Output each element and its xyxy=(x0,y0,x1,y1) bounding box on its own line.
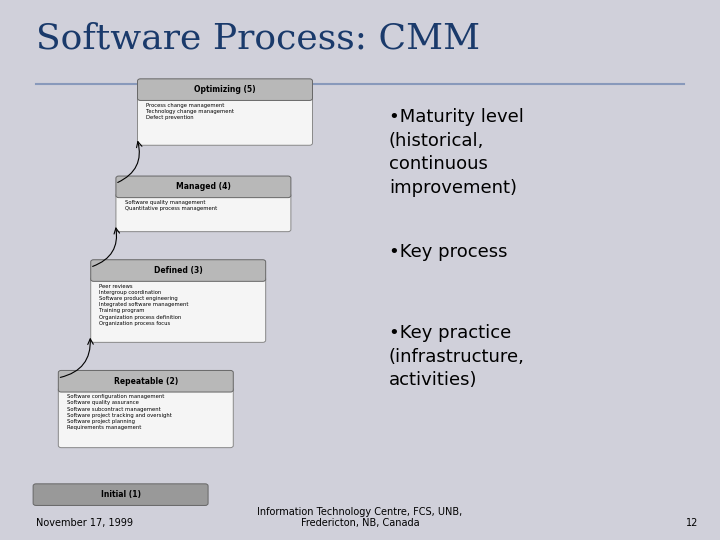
FancyBboxPatch shape xyxy=(91,277,266,342)
FancyBboxPatch shape xyxy=(116,193,291,232)
Text: Software Process: CMM: Software Process: CMM xyxy=(36,22,480,56)
Text: Information Technology Centre, FCS, UNB,
Fredericton, NB, Canada: Information Technology Centre, FCS, UNB,… xyxy=(257,507,463,528)
Text: •Key process: •Key process xyxy=(389,243,508,261)
FancyBboxPatch shape xyxy=(91,260,266,281)
Text: Process change management
Technology change management
Defect prevention: Process change management Technology cha… xyxy=(146,103,234,120)
Text: 12: 12 xyxy=(686,518,698,528)
Text: November 17, 1999: November 17, 1999 xyxy=(36,518,133,528)
FancyBboxPatch shape xyxy=(116,176,291,198)
Text: Repeatable (2): Repeatable (2) xyxy=(114,377,178,386)
Text: Managed (4): Managed (4) xyxy=(176,183,231,191)
FancyBboxPatch shape xyxy=(58,388,233,448)
Text: Initial (1): Initial (1) xyxy=(101,490,140,499)
Text: Defined (3): Defined (3) xyxy=(154,266,202,275)
Text: •Maturity level
(historical,
continuous
improvement): •Maturity level (historical, continuous … xyxy=(389,108,523,197)
Text: Software quality management
Quantitative process management: Software quality management Quantitative… xyxy=(125,200,217,211)
FancyBboxPatch shape xyxy=(58,370,233,392)
Text: Software configuration management
Software quality assurance
Software subcontrac: Software configuration management Softwa… xyxy=(67,394,172,430)
Text: Optimizing (5): Optimizing (5) xyxy=(194,85,256,94)
FancyBboxPatch shape xyxy=(33,484,208,505)
Text: •Key practice
(infrastructure,
activities): •Key practice (infrastructure, activitie… xyxy=(389,324,525,389)
FancyBboxPatch shape xyxy=(138,96,312,145)
Text: Peer reviews
Intergroup coordination
Software product engineering
Integrated sof: Peer reviews Intergroup coordination Sof… xyxy=(99,284,189,326)
FancyBboxPatch shape xyxy=(138,79,312,100)
